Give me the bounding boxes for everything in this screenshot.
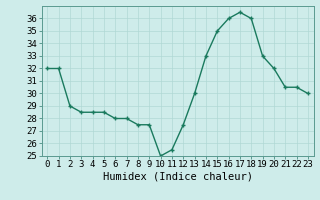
X-axis label: Humidex (Indice chaleur): Humidex (Indice chaleur): [103, 172, 252, 182]
